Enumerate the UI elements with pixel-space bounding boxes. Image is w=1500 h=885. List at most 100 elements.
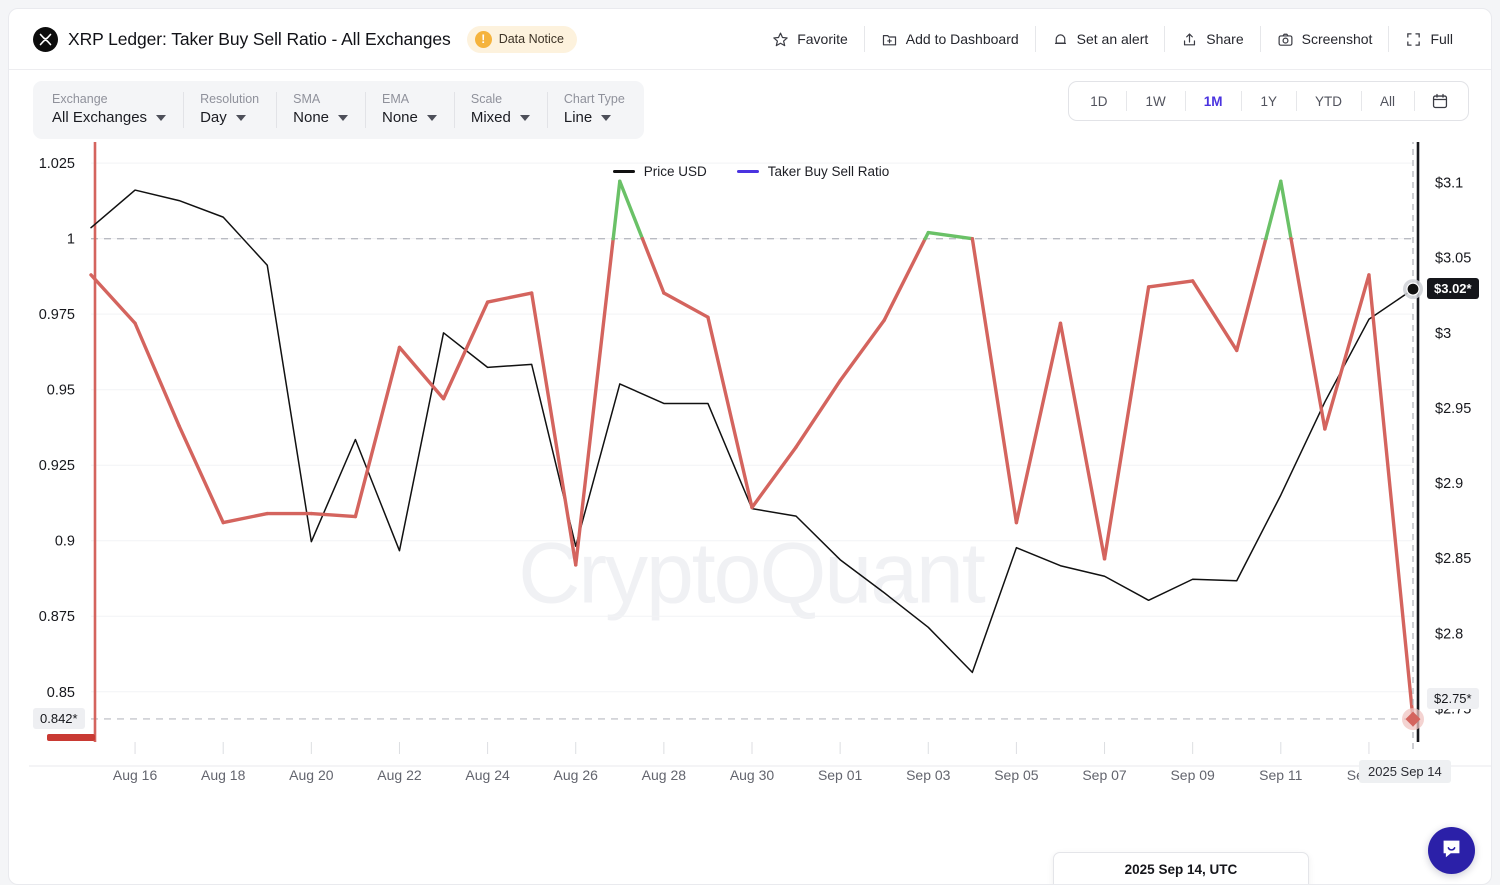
svg-text:$2.95: $2.95 bbox=[1435, 401, 1471, 417]
camera-icon bbox=[1277, 31, 1294, 48]
sma-selector[interactable]: SMA None bbox=[276, 81, 365, 139]
chart-card: XRP Ledger: Taker Buy Sell Ratio - All E… bbox=[8, 8, 1492, 885]
chat-widget-button[interactable] bbox=[1428, 827, 1475, 874]
svg-text:0.925: 0.925 bbox=[39, 458, 75, 474]
chevron-down-icon bbox=[519, 115, 530, 122]
chat-bubble-icon bbox=[1439, 836, 1464, 866]
svg-text:Sep 11: Sep 11 bbox=[1259, 767, 1303, 783]
chevron-down-icon bbox=[156, 115, 167, 122]
add-to-dashboard-button[interactable]: Add to Dashboard bbox=[863, 26, 1035, 52]
exchange-selector-value: All Exchanges bbox=[52, 109, 148, 127]
svg-text:Sep 07: Sep 07 bbox=[1082, 767, 1127, 783]
range-1d[interactable]: 1D bbox=[1090, 93, 1108, 109]
ema-selector[interactable]: EMA None bbox=[365, 81, 454, 139]
svg-text:Aug 16: Aug 16 bbox=[113, 767, 158, 783]
set-alert-button[interactable]: Set an alert bbox=[1034, 26, 1165, 52]
svg-text:0.95: 0.95 bbox=[47, 383, 75, 399]
header-actions: Favorite Add to Dashboard bbox=[756, 26, 1469, 52]
svg-text:$2.8: $2.8 bbox=[1435, 626, 1463, 642]
xrp-logo-icon bbox=[33, 26, 58, 52]
chevron-down-icon bbox=[338, 115, 348, 122]
bell-icon bbox=[1052, 31, 1069, 48]
chevron-down-icon bbox=[426, 115, 437, 122]
svg-text:Aug 26: Aug 26 bbox=[554, 767, 599, 783]
range-1m[interactable]: 1M bbox=[1184, 90, 1242, 112]
ema-selector-value: None bbox=[382, 109, 418, 127]
exchange-selector-label: Exchange bbox=[52, 92, 108, 107]
svg-text:Sep 09: Sep 09 bbox=[1170, 767, 1215, 783]
data-notice-badge[interactable]: ! Data Notice bbox=[466, 25, 577, 53]
favorite-button[interactable]: Favorite bbox=[756, 26, 864, 52]
exchange-selector-value-row: All Exchanges bbox=[52, 109, 167, 127]
resolution-selector-value: Day bbox=[200, 109, 227, 127]
sma-selector-label: SMA bbox=[293, 92, 321, 107]
chart-tooltip: 2025 Sep 14, UTC Price USD 3.02909017 Ta… bbox=[1053, 852, 1309, 884]
svg-text:Sep 03: Sep 03 bbox=[906, 767, 951, 783]
page-title: XRP Ledger: Taker Buy Sell Ratio - All E… bbox=[68, 28, 451, 49]
svg-text:$3.05: $3.05 bbox=[1435, 251, 1471, 267]
tooltip-row-price: Price USD 3.02909017 bbox=[1067, 881, 1295, 884]
right-axis-lower-badge: $2.75* bbox=[1427, 687, 1479, 709]
add-to-dashboard-label: Add to Dashboard bbox=[905, 31, 1019, 47]
chart-area: Price USD Taker Buy Sell Ratio CryptoQua… bbox=[9, 142, 1492, 884]
controls-row: Exchange All Exchanges Resolution Day SM… bbox=[9, 70, 1491, 142]
screenshot-label: Screenshot bbox=[1301, 31, 1373, 47]
time-range-bar: 1D 1W 1M 1Y YTD All bbox=[1068, 81, 1469, 121]
selector-bar: Exchange All Exchanges Resolution Day SM… bbox=[33, 81, 644, 139]
sma-selector-value: None bbox=[293, 109, 329, 127]
resolution-selector-value-row: Day bbox=[200, 110, 259, 127]
svg-text:$2.9: $2.9 bbox=[1435, 476, 1463, 492]
ema-selector-value-row: None bbox=[382, 110, 437, 127]
set-alert-label: Set an alert bbox=[1076, 31, 1149, 47]
star-icon bbox=[772, 31, 789, 48]
resolution-selector[interactable]: Resolution Day bbox=[183, 81, 276, 139]
svg-text:1: 1 bbox=[67, 232, 75, 248]
tooltip-value-price: 3.02909017 bbox=[1214, 881, 1295, 884]
share-icon bbox=[1181, 31, 1198, 48]
svg-text:0.9: 0.9 bbox=[55, 534, 75, 550]
range-all[interactable]: All bbox=[1360, 90, 1414, 112]
x-axis-crosshair-badge: 2025 Sep 14 bbox=[1359, 760, 1451, 783]
header-bar: XRP Ledger: Taker Buy Sell Ratio - All E… bbox=[9, 9, 1491, 70]
tooltip-title: 2025 Sep 14, UTC bbox=[1124, 862, 1238, 877]
right-axis-current-badge: $3.02* bbox=[1427, 278, 1479, 300]
favorite-label: Favorite bbox=[797, 31, 848, 47]
svg-text:0.875: 0.875 bbox=[39, 609, 75, 625]
title-group: XRP Ledger: Taker Buy Sell Ratio - All E… bbox=[33, 25, 577, 53]
svg-text:Sep 05: Sep 05 bbox=[994, 767, 1039, 783]
svg-text:Aug 18: Aug 18 bbox=[201, 767, 246, 783]
svg-text:Sep 01: Sep 01 bbox=[818, 767, 863, 783]
svg-text:Aug 20: Aug 20 bbox=[289, 767, 334, 783]
range-1y[interactable]: 1Y bbox=[1241, 90, 1296, 112]
range-ytd[interactable]: YTD bbox=[1295, 90, 1361, 112]
svg-text:$2.85: $2.85 bbox=[1435, 551, 1471, 567]
svg-text:0.85: 0.85 bbox=[47, 685, 75, 701]
svg-text:Aug 22: Aug 22 bbox=[377, 767, 422, 783]
svg-text:Aug 30: Aug 30 bbox=[730, 767, 775, 783]
svg-text:$3.1: $3.1 bbox=[1435, 176, 1463, 192]
exchange-selector[interactable]: Exchange All Exchanges bbox=[35, 81, 183, 139]
svg-text:Aug 24: Aug 24 bbox=[465, 767, 510, 783]
range-1w[interactable]: 1W bbox=[1126, 90, 1184, 112]
calendar-icon[interactable] bbox=[1414, 90, 1466, 112]
share-button[interactable]: Share bbox=[1164, 26, 1259, 52]
warning-icon: ! bbox=[474, 30, 492, 48]
chart-type-selector-label: Chart Type bbox=[563, 92, 625, 107]
add-to-dashboard-icon bbox=[881, 31, 898, 48]
svg-text:1.025: 1.025 bbox=[39, 156, 75, 172]
svg-text:$3: $3 bbox=[1435, 326, 1451, 342]
chart-type-selector[interactable]: Chart Type Line bbox=[546, 81, 642, 139]
fullscreen-button[interactable]: Full bbox=[1388, 26, 1469, 52]
svg-text:Aug 28: Aug 28 bbox=[642, 767, 687, 783]
fullscreen-label: Full bbox=[1430, 31, 1453, 47]
left-axis-current-badge: 0.842* bbox=[33, 707, 85, 729]
scale-selector[interactable]: Scale Mixed bbox=[453, 81, 547, 139]
screenshot-button[interactable]: Screenshot bbox=[1259, 26, 1389, 52]
share-label: Share bbox=[1206, 31, 1244, 47]
chart-plot[interactable]: 1.025 1 0.975 0.95 0.925 0.9 0.875 0.85 $3.1 $3.0… bbox=[9, 142, 1492, 884]
scale-selector-label: Scale bbox=[470, 92, 503, 107]
scale-selector-value: Mixed bbox=[470, 109, 511, 127]
tooltip-name-price: Price USD bbox=[1084, 881, 1149, 884]
chevron-down-icon bbox=[601, 115, 612, 122]
